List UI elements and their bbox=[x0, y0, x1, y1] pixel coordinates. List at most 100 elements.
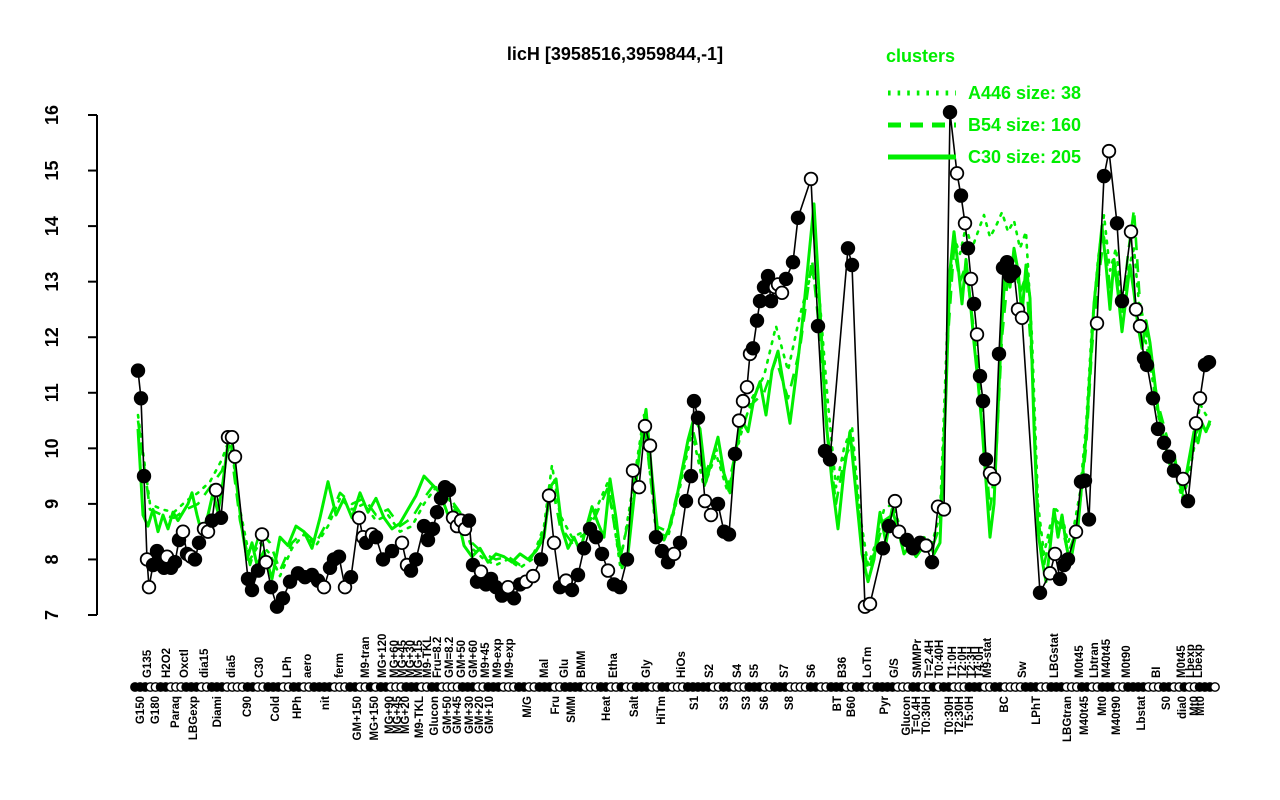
svg-text:GM+50: GM+50 bbox=[442, 696, 454, 734]
legend-item-label: A446 size: 38 bbox=[968, 82, 1082, 103]
legend-item-label: B54 size: 160 bbox=[968, 114, 1082, 135]
filled-point-marker bbox=[564, 582, 580, 598]
svg-text:MG+20: MG+20 bbox=[400, 696, 412, 734]
filled-point-marker bbox=[461, 513, 477, 528]
svg-text:T2:30H: T2:30H bbox=[954, 696, 966, 734]
svg-text:B60: B60 bbox=[846, 696, 858, 717]
filled-point-marker bbox=[244, 582, 260, 598]
open-point-marker bbox=[258, 555, 274, 570]
filled-point-marker bbox=[683, 468, 699, 484]
filled-point-marker bbox=[594, 546, 610, 562]
dotted-line-icon bbox=[888, 90, 956, 96]
svg-text:M9-tran: M9-tran bbox=[360, 636, 372, 678]
svg-text:H2O2: H2O2 bbox=[161, 648, 173, 678]
svg-text:nit: nit bbox=[320, 696, 332, 710]
filled-point-marker bbox=[1201, 355, 1217, 370]
svg-text:Glucon: Glucon bbox=[901, 696, 913, 736]
svg-text:S3: S3 bbox=[741, 696, 753, 710]
filled-point-marker bbox=[749, 313, 765, 328]
filled-point-marker bbox=[972, 368, 988, 384]
svg-text:S6: S6 bbox=[806, 664, 818, 678]
svg-text:GM+60: GM+60 bbox=[468, 640, 480, 678]
filled-point-marker bbox=[1060, 552, 1076, 567]
solid-line-icon bbox=[888, 154, 956, 160]
filled-point-marker bbox=[790, 210, 806, 226]
filled-point-marker bbox=[1156, 435, 1172, 451]
filled-point-marker bbox=[612, 580, 628, 595]
filled-point-marker bbox=[425, 521, 441, 537]
filled-point-marker bbox=[840, 241, 856, 256]
open-point-marker bbox=[1175, 471, 1191, 487]
svg-text:S8: S8 bbox=[784, 695, 796, 710]
filled-point-marker bbox=[1081, 512, 1097, 527]
svg-text:HiTm: HiTm bbox=[656, 696, 668, 725]
open-point-marker bbox=[969, 327, 985, 342]
dashed-line-icon bbox=[888, 122, 956, 128]
svg-text:BI: BI bbox=[1151, 667, 1163, 679]
svg-text:MG+45: MG+45 bbox=[397, 639, 409, 678]
open-point-marker bbox=[541, 488, 557, 503]
open-point-marker bbox=[394, 535, 410, 551]
data-point-markers bbox=[130, 104, 1217, 614]
svg-text:BC: BC bbox=[999, 696, 1011, 713]
filled-point-marker bbox=[953, 188, 969, 203]
svg-text:Paraq: Paraq bbox=[170, 696, 182, 728]
svg-text:GM+50: GM+50 bbox=[456, 640, 468, 678]
svg-text:MG+45: MG+45 bbox=[392, 695, 404, 734]
legend-title: clusters bbox=[886, 46, 956, 66]
open-point-marker bbox=[803, 171, 819, 187]
svg-text:SMM: SMM bbox=[566, 696, 578, 723]
svg-text:dia0: dia0 bbox=[1177, 696, 1189, 719]
filled-point-marker bbox=[648, 530, 664, 545]
open-point-marker bbox=[637, 418, 653, 434]
filled-point-marker bbox=[785, 255, 801, 270]
filled-point-marker bbox=[429, 505, 445, 520]
filled-point-marker bbox=[213, 510, 229, 526]
open-point-marker bbox=[1188, 416, 1204, 431]
svg-text:M40t45: M40t45 bbox=[1101, 638, 1113, 678]
filled-point-marker bbox=[408, 552, 424, 567]
svg-text:aero: aero bbox=[302, 654, 314, 678]
filled-point-marker bbox=[1109, 216, 1125, 231]
svg-text:Salt: Salt bbox=[629, 696, 641, 717]
filled-point-marker bbox=[721, 527, 737, 542]
open-point-marker bbox=[1047, 546, 1063, 562]
svg-text:GM+20: GM+20 bbox=[474, 696, 486, 734]
svg-text:dia5: dia5 bbox=[226, 654, 238, 678]
svg-text:9: 9 bbox=[42, 499, 62, 509]
svg-text:M0t90: M0t90 bbox=[1121, 645, 1133, 678]
svg-text:LPhT: LPhT bbox=[1031, 696, 1043, 725]
svg-text:Glu: Glu bbox=[559, 659, 571, 678]
filled-point-marker bbox=[1150, 421, 1166, 437]
filled-point-marker bbox=[745, 341, 761, 356]
open-point-marker bbox=[703, 507, 719, 523]
legend-item-label: C30 size: 205 bbox=[968, 146, 1082, 167]
filled-point-marker bbox=[686, 393, 702, 409]
svg-text:MG+150: MG+150 bbox=[369, 696, 381, 740]
open-point-marker bbox=[739, 380, 755, 395]
filled-point-marker bbox=[576, 541, 592, 556]
svg-text:Glucon: Glucon bbox=[429, 696, 441, 736]
open-point-marker bbox=[625, 463, 641, 478]
series-line-b54 bbox=[136, 208, 1212, 572]
filled-point-marker bbox=[1166, 463, 1182, 478]
svg-text:Lbstat: Lbstat bbox=[1136, 696, 1148, 731]
open-point-marker bbox=[986, 471, 1002, 487]
filled-point-marker bbox=[133, 391, 149, 406]
open-point-marker bbox=[546, 535, 562, 551]
filled-point-marker bbox=[975, 393, 991, 409]
svg-text:GM+45: GM+45 bbox=[452, 695, 464, 734]
filled-point-marker bbox=[263, 580, 279, 595]
series-line-a446 bbox=[136, 210, 1212, 578]
svg-text:Fru: Fru bbox=[550, 696, 562, 715]
svg-text:Pyr: Pyr bbox=[879, 695, 891, 714]
svg-text:Mt0: Mt0 bbox=[1097, 696, 1109, 716]
filled-point-marker bbox=[763, 293, 779, 309]
svg-text:T4:0H: T4:0H bbox=[974, 646, 986, 678]
filled-point-marker bbox=[441, 482, 457, 498]
open-point-marker bbox=[1068, 524, 1084, 539]
open-point-marker bbox=[1101, 143, 1117, 159]
svg-text:T=2.4H: T=2.4H bbox=[924, 640, 936, 678]
svg-text:G/S: G/S bbox=[889, 658, 901, 678]
